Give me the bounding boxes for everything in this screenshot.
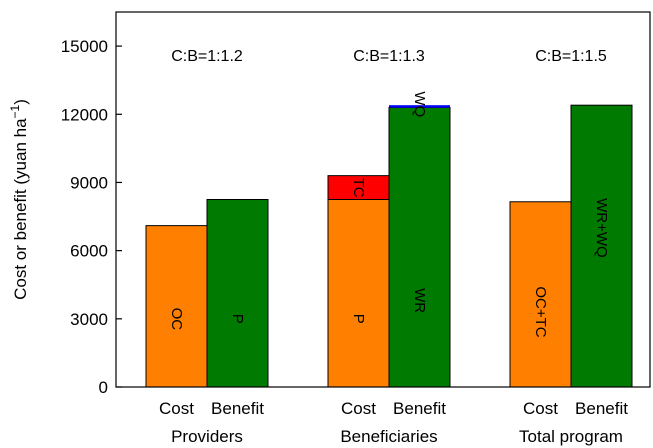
bar-segment-label: TC bbox=[350, 178, 367, 198]
bar-segment bbox=[327, 199, 390, 388]
y-tick-label: 3000 bbox=[70, 310, 108, 329]
cost-benefit-ratio-label: C:B=1:1.2 bbox=[171, 48, 243, 65]
bar-segment-label: WR+WQ bbox=[593, 198, 610, 258]
plot-area: C:B=1:1.2 OC P C:B=1:1.3 P TC WR WQ C:B=1:1.5 OC+… bbox=[145, 48, 633, 388]
bar-segment-label: OC bbox=[168, 308, 185, 331]
bar-segment-label: P bbox=[229, 314, 246, 324]
y-axis-title: Cost or benefit (yuan ha−1) bbox=[8, 99, 30, 300]
bar-segment-label: OC+TC bbox=[532, 286, 549, 337]
group-label: Total program bbox=[519, 427, 623, 446]
x-tick-label: Benefit bbox=[393, 399, 446, 418]
y-axis-title-superscript: −1 bbox=[8, 104, 22, 118]
group-label: Providers bbox=[171, 427, 243, 446]
bar-segment bbox=[509, 201, 572, 388]
y-axis: 0 3000 6000 9000 12000 15000 bbox=[61, 37, 122, 397]
bar-segment-label: P bbox=[350, 314, 367, 324]
bar-segment bbox=[389, 105, 450, 108]
x-axis: Cost Benefit Providers Cost Benefit Beneficia… bbox=[159, 399, 628, 446]
cost-benefit-ratio-label: C:B=1:1.3 bbox=[353, 48, 425, 65]
bar-segment bbox=[570, 104, 633, 388]
y-axis-title-main: Cost or benefit (yuan ha bbox=[11, 118, 30, 300]
y-axis-title-close: ) bbox=[11, 99, 30, 105]
y-tick-label: 9000 bbox=[70, 173, 108, 192]
y-tick-label: 0 bbox=[99, 378, 108, 397]
x-tick-label: Cost bbox=[159, 399, 194, 418]
x-tick-label: Cost bbox=[341, 399, 376, 418]
bar-segment-label: WR bbox=[411, 288, 428, 313]
bar-segment bbox=[388, 106, 451, 388]
bar-segment bbox=[206, 199, 269, 388]
group-label: Beneficiaries bbox=[340, 427, 437, 446]
bar-segment bbox=[145, 225, 208, 388]
cost-benefit-ratio-label: C:B=1:1.5 bbox=[535, 48, 607, 65]
x-tick-label: Cost bbox=[523, 399, 558, 418]
x-tick-label: Benefit bbox=[575, 399, 628, 418]
y-tick-label: 6000 bbox=[70, 242, 108, 261]
plot-frame bbox=[115, 11, 651, 388]
y-tick-label: 12000 bbox=[61, 105, 108, 124]
y-tick-label: 15000 bbox=[61, 37, 108, 56]
bar-segment-label: WQ bbox=[411, 91, 428, 117]
x-tick-label: Benefit bbox=[211, 399, 264, 418]
